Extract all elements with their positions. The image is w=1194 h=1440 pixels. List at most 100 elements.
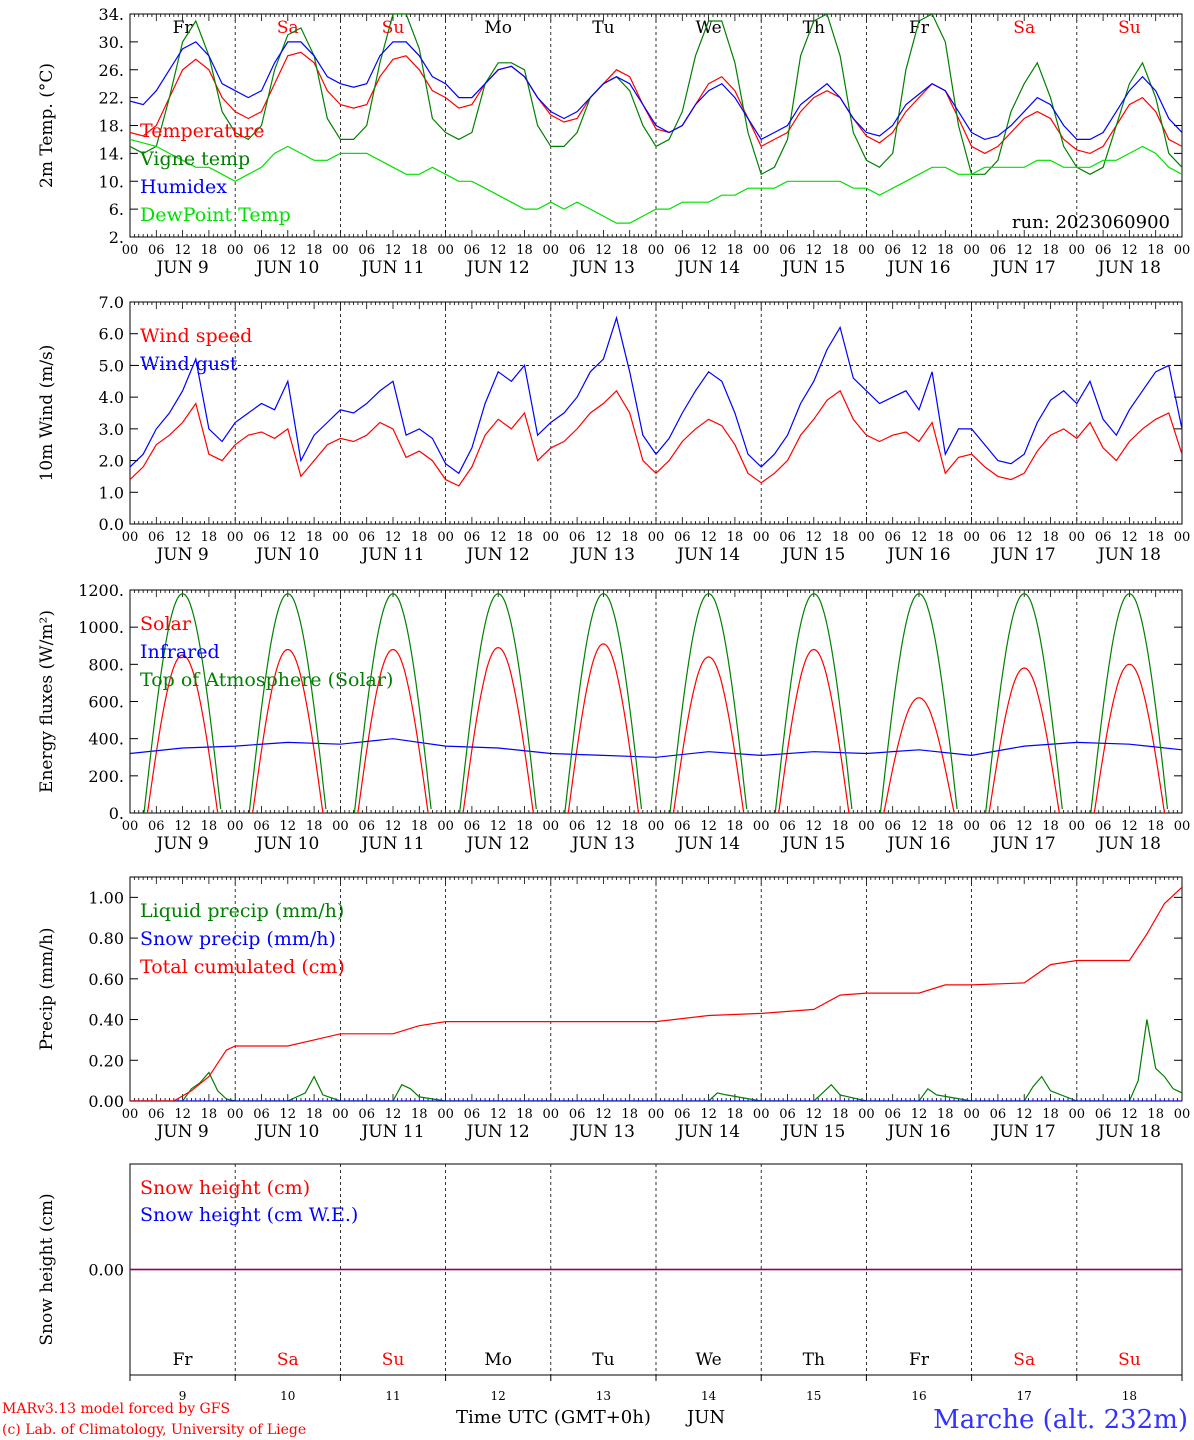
legend-entry: Wind gust	[140, 353, 238, 375]
hour-tick-label: 18	[201, 1107, 218, 1122]
hour-tick-label: 06	[884, 1107, 901, 1122]
hour-tick-label: 12	[280, 819, 297, 834]
hour-tick-label: 00	[1174, 1107, 1191, 1122]
y-tick-label: 600.	[88, 693, 124, 712]
hour-tick-label: 12	[174, 819, 191, 834]
hour-tick-label: 12	[806, 243, 823, 258]
weekday-label: Sa	[1013, 1350, 1035, 1370]
hour-tick-label: 18	[1147, 1107, 1164, 1122]
series-energy-0	[567, 643, 640, 813]
hour-tick-label: 00	[122, 819, 139, 834]
hour-tick-label: 18	[411, 243, 428, 258]
hour-tick-label: 18	[832, 1107, 849, 1122]
y-tick-label: 26.	[99, 61, 124, 80]
y-tick-label: 22.	[99, 89, 124, 108]
date-label: JUN 10	[254, 834, 319, 854]
hour-tick-label: 12	[490, 819, 507, 834]
series-energy-0	[778, 648, 850, 813]
hour-tick-label: 18	[832, 530, 849, 545]
weekday-label: Tu	[592, 18, 614, 38]
hour-tick-label: 06	[674, 1107, 691, 1122]
hour-tick-label: 00	[437, 819, 454, 834]
hour-tick-label: 12	[385, 530, 402, 545]
hour-tick-label: 18	[411, 1107, 428, 1122]
hour-tick-label: 00	[858, 819, 875, 834]
hour-tick-label: 18	[411, 819, 428, 834]
weekday-label: We	[696, 1350, 722, 1370]
date-label: JUN 18	[1096, 834, 1161, 854]
hour-tick-label: 12	[385, 243, 402, 258]
panel-precip: 0.00 0.20 0.40 0.60 0.80 1.00 Precip (mm/h) 00 0…	[37, 876, 1191, 1142]
hour-tick-label: 18	[937, 819, 954, 834]
hour-tick-label: 00	[332, 530, 349, 545]
hour-tick-label: 00	[753, 1107, 770, 1122]
hour-tick-label: 06	[779, 530, 796, 545]
series-wind-1	[130, 315, 1182, 475]
hour-tick-label: 06	[569, 530, 586, 545]
legend-entry: Snow height (cm)	[140, 1177, 310, 1199]
hour-tick-label: 12	[595, 1107, 612, 1122]
hour-tick-label: 18	[201, 819, 218, 834]
hour-tick-label: 12	[280, 1107, 297, 1122]
day-number-label: 12	[491, 1389, 506, 1403]
date-label: JUN 15	[780, 258, 845, 278]
hour-tick-label: 12	[595, 243, 612, 258]
hour-tick-label: 00	[1069, 819, 1086, 834]
day-number-label: 10	[280, 1389, 295, 1403]
y-tick-label: 5.0	[99, 356, 124, 375]
series-energy-2	[1090, 593, 1169, 813]
hour-tick-label: 06	[884, 243, 901, 258]
series-energy-2	[879, 593, 958, 813]
hour-tick-label: 00	[122, 530, 139, 545]
hour-tick-label: 00	[332, 243, 349, 258]
hour-tick-label: 00	[1174, 243, 1191, 258]
date-label: JUN 16	[885, 258, 950, 278]
series-energy-2	[564, 593, 643, 813]
series-group	[130, 315, 1182, 487]
legend-entry: Liquid precip (mm/h)	[140, 900, 344, 922]
legend-entry: Wind speed	[140, 325, 252, 347]
hour-tick-label: 12	[1016, 819, 1033, 834]
weekday-label: Fr	[909, 1350, 930, 1370]
hour-tick-label: 12	[1121, 819, 1138, 834]
date-label: JUN 17	[991, 1122, 1056, 1142]
hour-tick-label: 12	[490, 530, 507, 545]
hour-tick-label: 06	[1095, 243, 1112, 258]
hour-tick-label: 00	[543, 1107, 560, 1122]
y-axis-label: 2m Temp. (°C)	[37, 63, 57, 188]
hour-tick-label: 06	[674, 530, 691, 545]
hour-tick-label: 00	[122, 243, 139, 258]
date-label: JUN 9	[154, 1122, 208, 1142]
y-tick-label: 0.00	[88, 1092, 124, 1111]
series-energy-0	[252, 648, 324, 813]
series-wind-0	[130, 389, 1182, 487]
weekday-label: Mo	[484, 1350, 512, 1370]
hour-tick-label: 18	[306, 530, 323, 545]
meteogram-panels: 2. 6. 10. 14. 18. 22. 26. 30. 34. 2m Temp. (°C) 00…	[37, 5, 1190, 1403]
legend-entry: Total cumulated (cm)	[140, 956, 345, 978]
hour-tick-label: 06	[990, 243, 1007, 258]
date-label: JUN 15	[780, 834, 845, 854]
hour-tick-label: 12	[1121, 1107, 1138, 1122]
hour-tick-label: 00	[753, 243, 770, 258]
hour-tick-label: 12	[280, 530, 297, 545]
hour-tick-label: 00	[1174, 530, 1191, 545]
hour-tick-label: 00	[1069, 1107, 1086, 1122]
series-temperature-3	[130, 138, 1182, 224]
date-label: JUN 12	[465, 545, 530, 565]
hour-tick-label: 18	[621, 243, 638, 258]
date-label: JUN 16	[885, 834, 950, 854]
hour-tick-label: 18	[727, 1107, 744, 1122]
hour-tick-label: 06	[569, 819, 586, 834]
day-number-label: 9	[179, 1389, 187, 1403]
series-group	[130, 593, 1182, 813]
day-number-label: 15	[806, 1389, 821, 1403]
y-axis-label: Energy fluxes (W/m²)	[37, 610, 57, 793]
hour-tick-label: 12	[385, 819, 402, 834]
hour-tick-label: 06	[990, 819, 1007, 834]
station-name: Marche (alt. 232m)	[933, 1405, 1188, 1435]
date-label: JUN 17	[991, 834, 1056, 854]
hour-tick-label: 12	[595, 530, 612, 545]
series-temperature-2	[130, 41, 1182, 141]
hour-tick-label: 00	[437, 530, 454, 545]
